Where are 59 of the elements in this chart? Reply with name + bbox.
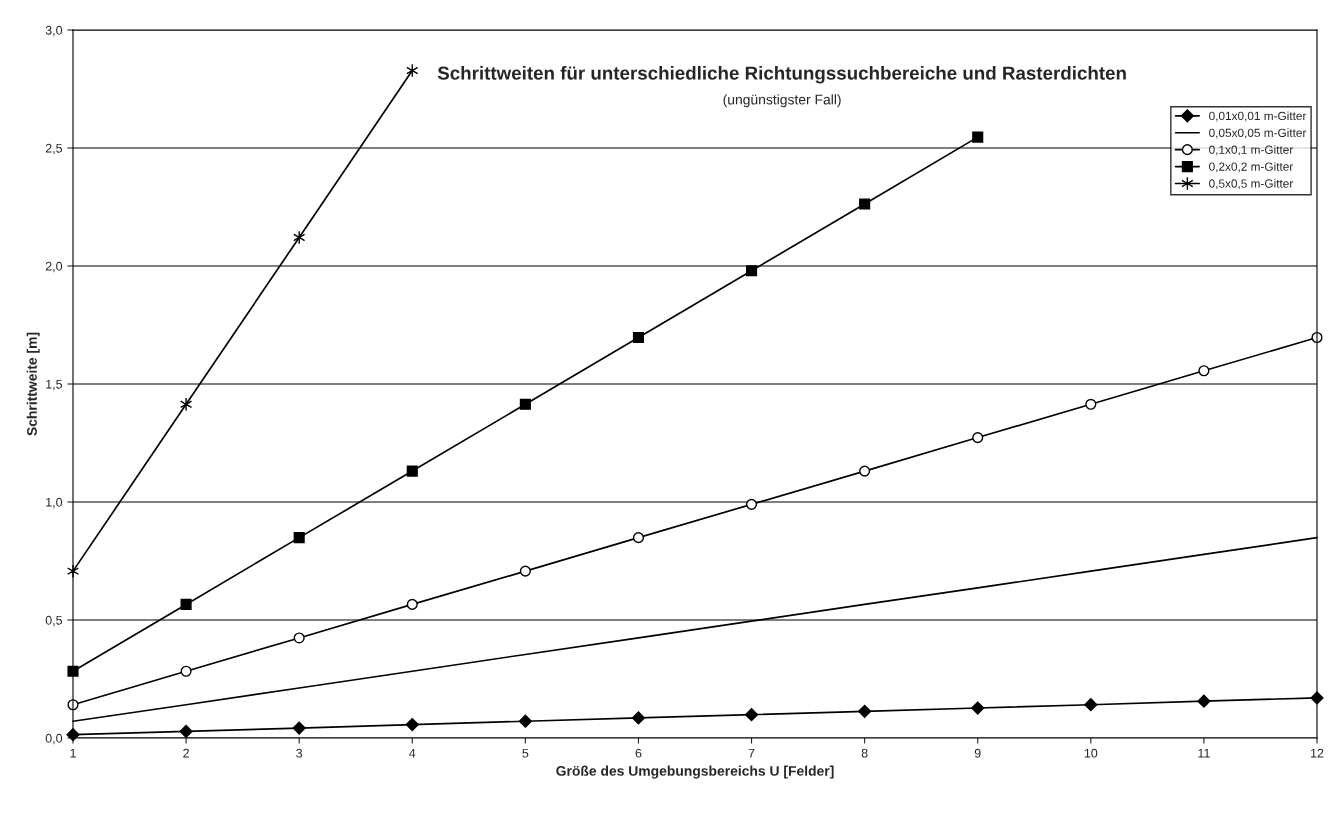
x-axis-title: Größe des Umgebungsbereichs U [Felder] [556,765,834,779]
legend-label: 0,05x0,05 m-Gitter [1209,128,1307,139]
point [1085,398,1097,410]
y-tick-label: 1,0 [46,497,63,509]
point [405,717,419,732]
point [180,598,192,610]
point [859,198,871,210]
point [519,398,531,410]
x-tick-label: 5 [522,748,529,758]
y-axis-title: Schrittweite [m] [26,332,40,436]
x-tick-label: 9 [974,748,981,758]
point [293,532,305,544]
point [519,565,531,577]
point [972,432,984,444]
y-tick-label: 1,5 [46,379,63,391]
point [1084,698,1098,712]
x-tick-label: 6 [635,748,642,758]
point [631,711,646,725]
point [180,665,192,677]
y-tick-label: 3,0 [45,25,63,37]
x-tick-label: 4 [409,748,416,758]
point [858,704,872,718]
x-tick-label: 7 [748,748,755,758]
point [632,532,645,544]
y-tick-label: 2,0 [45,261,63,273]
point [744,708,759,722]
y-tick-label: 0,5 [45,615,63,627]
point [745,265,758,277]
point [518,714,532,728]
point [745,498,758,510]
legend-label: 0,1x0,1 m-Gitter [1209,145,1294,156]
point [971,701,985,715]
point [1197,694,1211,708]
point [292,721,306,735]
point [406,598,418,610]
x-tick-label: 12 [1311,748,1324,758]
point [632,331,645,344]
point [293,230,306,245]
point [859,465,871,477]
y-tick-label: 2,5 [45,143,63,155]
point [406,465,418,477]
x-tick-label: 10 [1084,748,1098,758]
x-tick-label: 3 [296,748,303,758]
point [972,131,984,143]
point [1198,365,1210,377]
x-tick-label: 11 [1198,748,1210,758]
legend-label: 0,5x0,5 m-Gitter [1209,179,1294,190]
x-tick-label: 2 [183,748,189,758]
point [179,397,193,412]
text: (ungünstigster Fall) [723,94,841,108]
y-tick-label: 0,0 [45,733,63,745]
text: Schrittweiten für unterschiedliche Richtungssuchbereiche und Rasterdichten [437,65,1126,84]
x-tick-label: 8 [861,748,868,758]
point [293,632,305,644]
legend-label: 0,01x0,01 m-Gitter [1209,111,1307,122]
legend-label: 0,2x0,2 m-Gitter [1209,162,1294,173]
point [179,724,193,738]
x-tick-label: 1 [70,748,76,758]
point [67,665,79,677]
